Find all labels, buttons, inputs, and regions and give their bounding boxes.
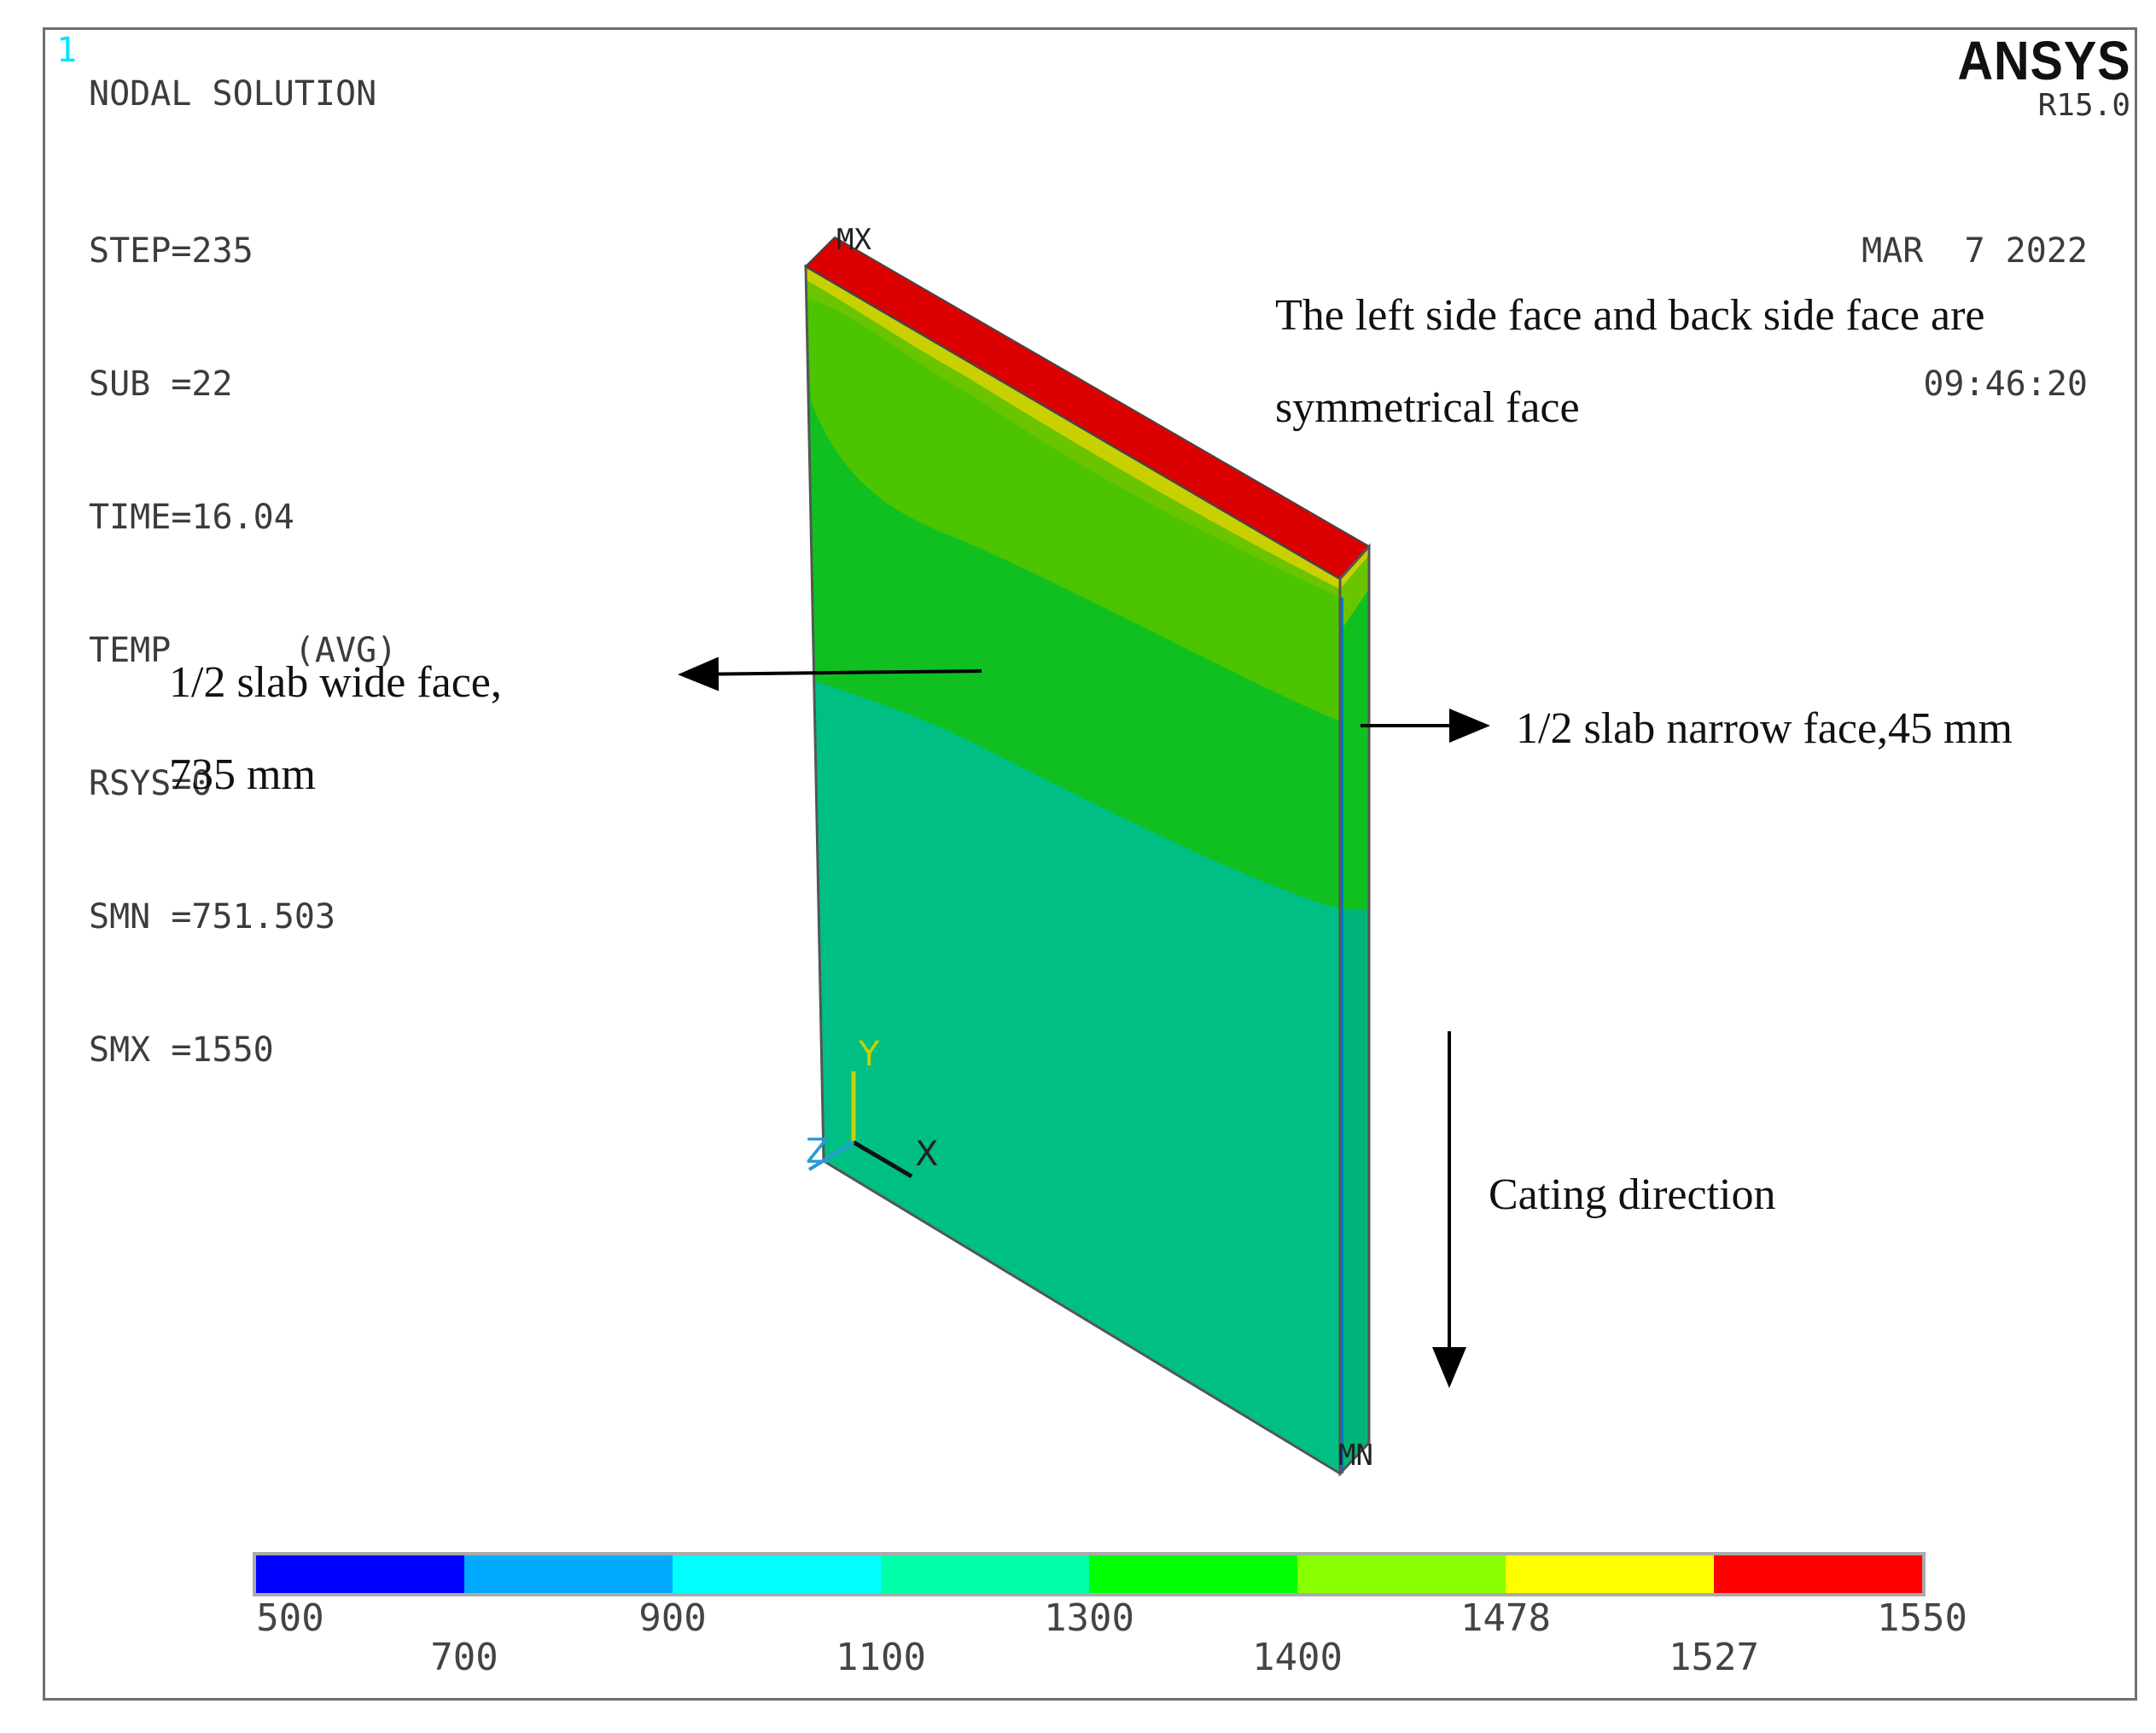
legend-tick-top: 500 — [256, 1596, 324, 1640]
info-smx: SMX =1550 — [89, 1030, 274, 1070]
info-time: TIME=16.04 — [89, 498, 294, 537]
info-temp: TEMP (AVG) — [89, 631, 398, 670]
legend-tick-bottom: 1400 — [1252, 1636, 1343, 1679]
date-label: MAR 7 2022 — [1862, 231, 2088, 271]
legend-swatch — [1506, 1555, 1715, 1593]
date-block: MAR 7 2022 09:46:20 — [1862, 140, 2088, 451]
legend-tick-top: 1300 — [1044, 1596, 1134, 1640]
z-axis-line — [807, 1141, 855, 1171]
wide-face-arrow — [678, 656, 982, 691]
narrow-face — [1340, 546, 1369, 1473]
result-title: NODAL SOLUTION — [89, 74, 377, 114]
ansys-logo: ANSYS — [1957, 30, 2130, 91]
wide-face-label-line1: 1/2 slab wide face, — [169, 658, 502, 707]
legend-tick-bottom: 1527 — [1669, 1636, 1759, 1679]
symmetry-note-line1: The left side face and back side face ar… — [1275, 291, 1985, 340]
x-axis-label: X — [915, 1135, 938, 1174]
info-smn: SMN =751.503 — [89, 897, 335, 937]
legend-tick-top: 900 — [638, 1596, 707, 1640]
version-label: R15.0 — [2037, 88, 2130, 123]
legend-swatch — [673, 1555, 882, 1593]
axis-triad: Y X Z — [806, 1035, 938, 1179]
wide-face — [804, 264, 1342, 1476]
casting-direction-label: Cating direction — [1489, 1170, 1776, 1219]
info-rsys: RSYS=0 — [89, 764, 213, 803]
info-sub: SUB =22 — [89, 365, 233, 404]
narrow-face-outline — [1338, 543, 1371, 1477]
narrow-face-label: 1/2 slab narrow face,45 mm — [1516, 704, 2013, 753]
legend-swatch — [1297, 1555, 1506, 1593]
x-axis-line — [852, 1140, 913, 1179]
legend-tick-bottom: 700 — [430, 1636, 498, 1679]
max-label: MX — [836, 223, 871, 257]
legend-swatch — [464, 1555, 673, 1593]
time-label: 09:46:20 — [1923, 365, 2088, 404]
legend-swatch — [881, 1555, 1090, 1593]
min-label: MN — [1338, 1438, 1373, 1473]
color-legend-border — [253, 1552, 1926, 1596]
symmetry-note-line2: symmetrical face — [1275, 383, 1580, 432]
info-block: STEP=235 SUB =22 TIME=16.04 TEMP (AVG) R… — [89, 140, 397, 1117]
color-legend — [256, 1555, 1923, 1593]
legend-tick-top: 1550 — [1877, 1596, 1967, 1640]
z-axis-label: Z — [806, 1132, 829, 1171]
info-step: STEP=235 — [89, 231, 253, 271]
legend-swatch — [256, 1555, 465, 1593]
wide-face-label-line2: 735 mm — [169, 750, 316, 799]
legend-swatch — [1089, 1555, 1298, 1593]
window-number: 1 — [56, 31, 78, 70]
y-axis-label: Y — [858, 1035, 880, 1074]
legend-tick-bottom: 1100 — [836, 1636, 926, 1679]
legend-tick-top: 1478 — [1460, 1596, 1551, 1640]
legend-swatch — [1714, 1555, 1923, 1593]
